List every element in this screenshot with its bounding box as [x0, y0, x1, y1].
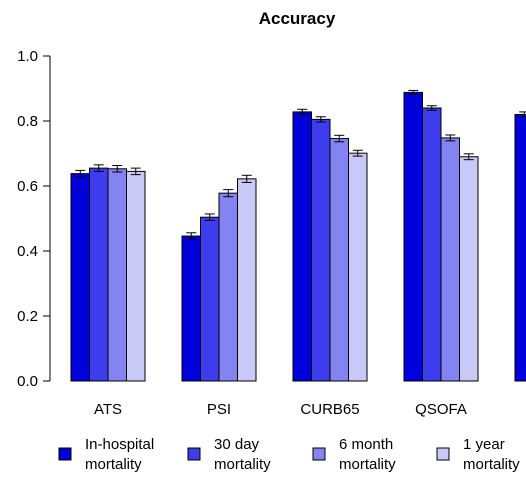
bar [237, 178, 257, 382]
bar [70, 173, 90, 382]
bar [403, 91, 423, 382]
bar [107, 168, 127, 382]
bar [348, 152, 368, 382]
bar [440, 137, 460, 382]
bar [311, 118, 331, 382]
category-label: CURB65 [300, 401, 359, 418]
legend-label-line1: In-hospital [85, 436, 154, 453]
bar [181, 235, 201, 382]
bar [422, 107, 442, 382]
bar [329, 138, 349, 382]
legend-swatch [58, 447, 72, 461]
legend-label-line1: 1 year [463, 436, 505, 453]
bar [89, 167, 109, 382]
y-axis: 0.0 0.2 0.4 0.6 0.8 1.0 [17, 48, 51, 390]
legend-label-line2: mortality [463, 456, 520, 473]
y-tick-label: 0.0 [17, 373, 38, 390]
category-label: PSI [207, 401, 231, 418]
bar [459, 156, 479, 382]
y-tick-label: 0.6 [17, 178, 38, 195]
y-tick-label: 0.2 [17, 308, 38, 325]
bar [514, 114, 526, 382]
chart-title: Accuracy [259, 9, 336, 28]
legend-label-line2: mortality [85, 456, 142, 473]
category-label: ATS [94, 401, 122, 418]
legend-label-line1: 30 day [214, 436, 260, 453]
legend-swatch [312, 447, 326, 461]
error-bars-group [75, 89, 526, 240]
bar [218, 192, 238, 382]
legend-swatch [436, 447, 450, 461]
bar [126, 170, 146, 382]
category-labels: ATSPSICURB65QSOFAICU [94, 401, 467, 418]
legend-label-line2: mortality [339, 456, 396, 473]
legend-label-line1: 6 month [339, 436, 393, 453]
y-tick-label: 0.8 [17, 113, 38, 130]
bar [200, 216, 220, 382]
legend-swatch [187, 447, 201, 461]
bar [292, 111, 312, 382]
y-tick-label: 0.4 [17, 243, 38, 260]
bars-group [70, 91, 526, 382]
legend: In-hospital mortality 30 day mortality 6 mon… [58, 436, 520, 473]
y-tick-label: 1.0 [17, 48, 38, 65]
category-label: QSOFA [415, 401, 467, 418]
legend-label-line2: mortality [214, 456, 271, 473]
